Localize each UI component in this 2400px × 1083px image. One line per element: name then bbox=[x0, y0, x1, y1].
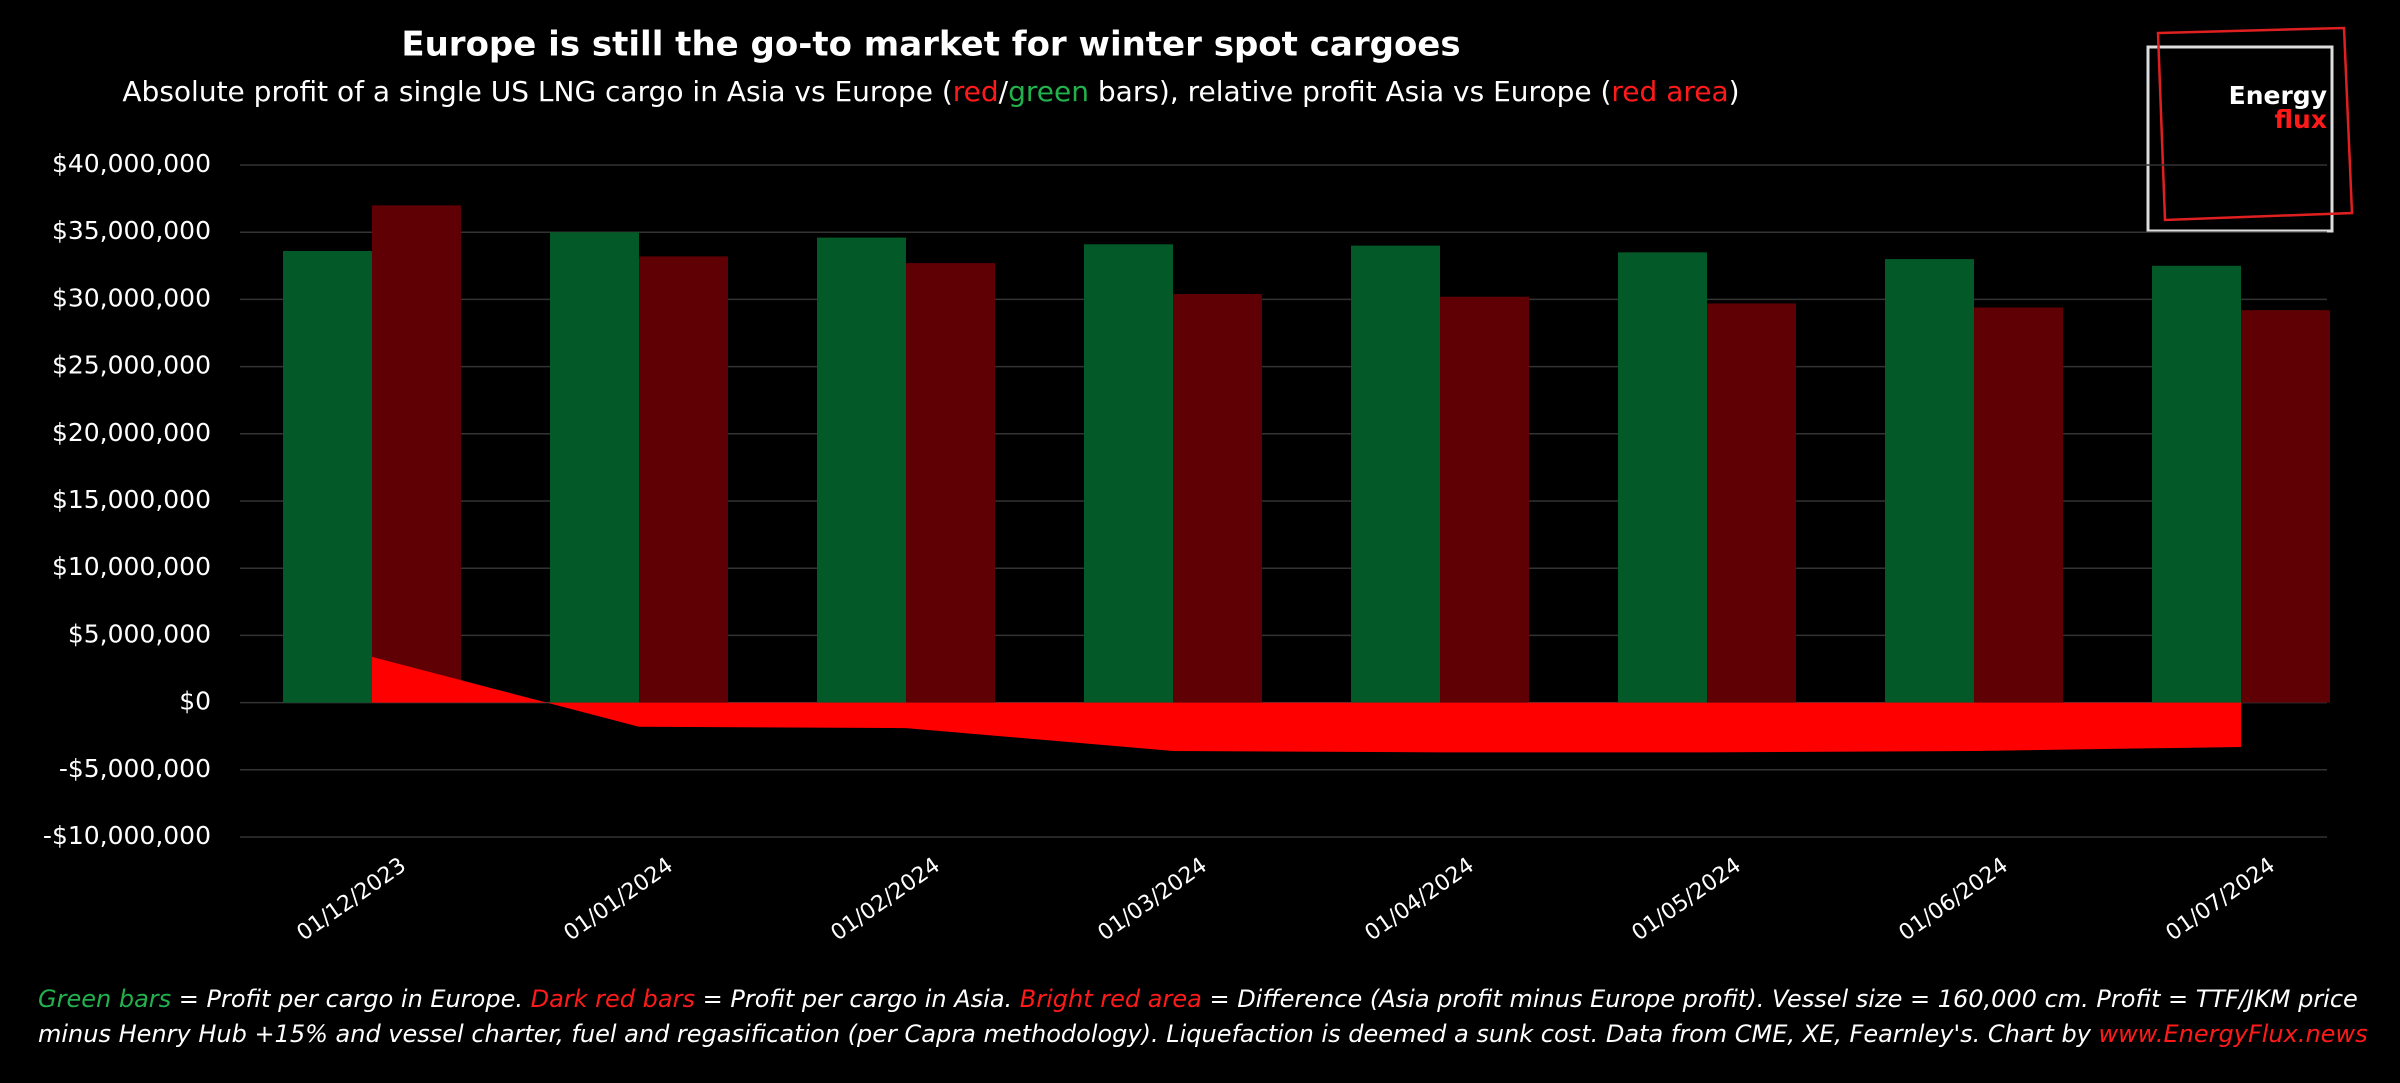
footnote-part: www.EnergyFlux.news bbox=[2098, 1020, 2368, 1048]
y-tick-label: -$10,000,000 bbox=[43, 821, 211, 850]
bar bbox=[1707, 303, 1796, 703]
y-tick-label: $5,000,000 bbox=[68, 619, 211, 648]
y-tick-label: $10,000,000 bbox=[52, 552, 211, 581]
bar bbox=[283, 251, 372, 703]
bar bbox=[372, 205, 461, 703]
footnote: Green bars = Profit per cargo in Europe.… bbox=[38, 982, 2378, 1052]
footnote-part: Dark red bars bbox=[530, 985, 695, 1013]
x-tick-label: 01/01/2024 bbox=[560, 853, 678, 946]
bar bbox=[1084, 244, 1173, 703]
x-tick-label: 01/06/2024 bbox=[1895, 853, 2013, 946]
footnote-part: = Profit per cargo in Europe. bbox=[171, 985, 531, 1013]
logo: Energy flux bbox=[2146, 26, 2354, 233]
bar bbox=[2241, 310, 2330, 703]
bar bbox=[1440, 296, 1529, 703]
y-tick-label: $30,000,000 bbox=[52, 283, 211, 312]
footnote-part: = Profit per cargo in Asia. bbox=[694, 985, 1020, 1013]
y-tick-label: -$5,000,000 bbox=[59, 754, 211, 783]
y-tick-label: $15,000,000 bbox=[52, 485, 211, 514]
bar bbox=[1974, 307, 2063, 703]
x-tick-label: 01/05/2024 bbox=[1628, 853, 1746, 946]
y-tick-label: $0 bbox=[179, 687, 211, 716]
subtitle-part: / bbox=[999, 75, 1009, 108]
chart-title: Europe is still the go-to market for win… bbox=[401, 25, 1460, 65]
subtitle-part: Absolute profit of a single US LNG cargo… bbox=[122, 75, 952, 108]
bar bbox=[1618, 252, 1707, 703]
x-tick-label: 01/03/2024 bbox=[1094, 853, 1212, 946]
x-tick-label: 01/02/2024 bbox=[827, 853, 945, 946]
area bbox=[372, 656, 2241, 753]
x-tick-label: 01/07/2024 bbox=[2162, 853, 2280, 946]
logo-text: Energy bbox=[2229, 81, 2327, 110]
bar bbox=[639, 256, 728, 703]
subtitle-part: red bbox=[953, 75, 999, 108]
x-tick-label: 01/12/2023 bbox=[293, 853, 411, 946]
subtitle-part: ) bbox=[1729, 75, 1740, 108]
bar bbox=[2152, 265, 2241, 703]
y-tick-label: $25,000,000 bbox=[52, 351, 211, 380]
bar bbox=[550, 232, 639, 703]
logo-frame-red bbox=[2156, 26, 2354, 222]
bar bbox=[1885, 259, 1974, 703]
bar bbox=[906, 263, 995, 703]
footnote-part: Green bars bbox=[38, 985, 172, 1013]
x-tick-label: 01/04/2024 bbox=[1361, 853, 1479, 946]
footnote-part: = Difference (Asia profit minus Europe p… bbox=[38, 985, 2358, 1048]
bar bbox=[1173, 294, 1262, 703]
logo-text: flux bbox=[2275, 105, 2327, 134]
bar bbox=[817, 237, 906, 703]
subtitle-part: green bbox=[1008, 75, 1089, 108]
footnote-part: Bright red area bbox=[1019, 985, 1202, 1013]
chart-subtitle: Absolute profit of a single US LNG cargo… bbox=[122, 75, 1739, 108]
y-tick-label: $20,000,000 bbox=[52, 418, 211, 447]
bar bbox=[1351, 245, 1440, 703]
subtitle-part: red area bbox=[1611, 75, 1728, 108]
y-tick-label: $40,000,000 bbox=[52, 149, 211, 178]
y-tick-label: $35,000,000 bbox=[52, 216, 211, 245]
subtitle-part: bars), relative profit Asia vs Europe ( bbox=[1089, 75, 1611, 108]
logo-frame bbox=[2146, 45, 2334, 233]
